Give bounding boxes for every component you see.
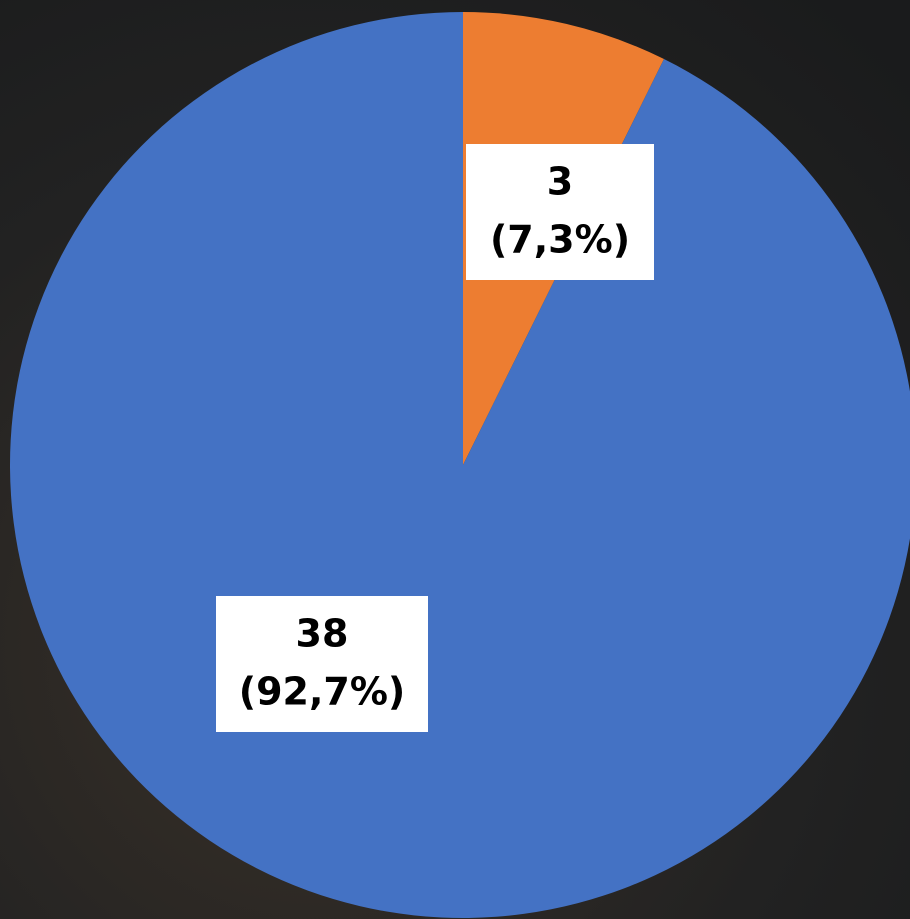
pie-slice (10, 12, 910, 918)
percent-label: (92,7%) (239, 670, 406, 714)
data-label: 38 (296, 612, 349, 656)
page: {"chart_data": {"type": "pie", "values":… (0, 0, 910, 919)
chart: 3 (7,3%) 38 (92,7%) (0, 0, 910, 919)
data-label: 3 (547, 160, 573, 204)
percent-label: (7,3%) (490, 218, 630, 262)
